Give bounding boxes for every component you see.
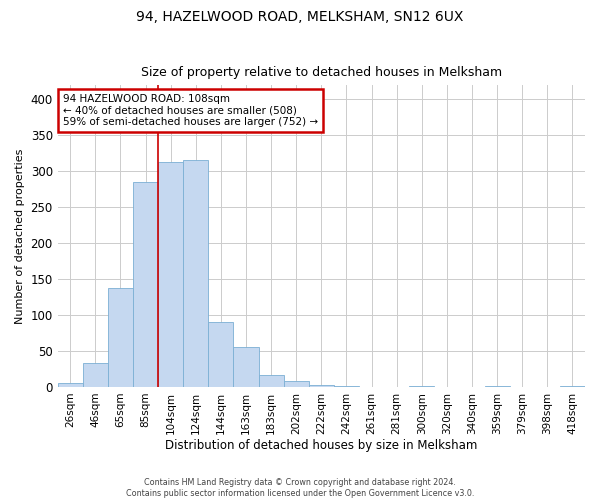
Text: Contains HM Land Registry data © Crown copyright and database right 2024.
Contai: Contains HM Land Registry data © Crown c… (126, 478, 474, 498)
Bar (83, 363, 108, 387)
Text: 94 HAZELWOOD ROAD: 108sqm
← 40% of detached houses are smaller (508)
59% of semi: 94 HAZELWOOD ROAD: 108sqm ← 40% of detac… (63, 94, 318, 127)
Bar (58, 384, 83, 387)
Bar (133, 182, 158, 387)
Title: Size of property relative to detached houses in Melksham: Size of property relative to detached ho… (141, 66, 502, 80)
Bar (485, 386, 509, 387)
Bar (108, 288, 133, 387)
Y-axis label: Number of detached properties: Number of detached properties (15, 148, 25, 324)
Bar (158, 162, 183, 387)
Text: 94, HAZELWOOD ROAD, MELKSHAM, SN12 6UX: 94, HAZELWOOD ROAD, MELKSHAM, SN12 6UX (136, 10, 464, 24)
Bar (334, 386, 359, 387)
Bar (233, 346, 259, 387)
Bar (259, 376, 284, 387)
X-axis label: Distribution of detached houses by size in Melksham: Distribution of detached houses by size … (165, 440, 478, 452)
Bar (409, 386, 434, 387)
Bar (208, 322, 233, 387)
Bar (183, 160, 208, 387)
Bar (309, 385, 334, 387)
Bar (560, 386, 585, 387)
Bar (284, 381, 309, 387)
